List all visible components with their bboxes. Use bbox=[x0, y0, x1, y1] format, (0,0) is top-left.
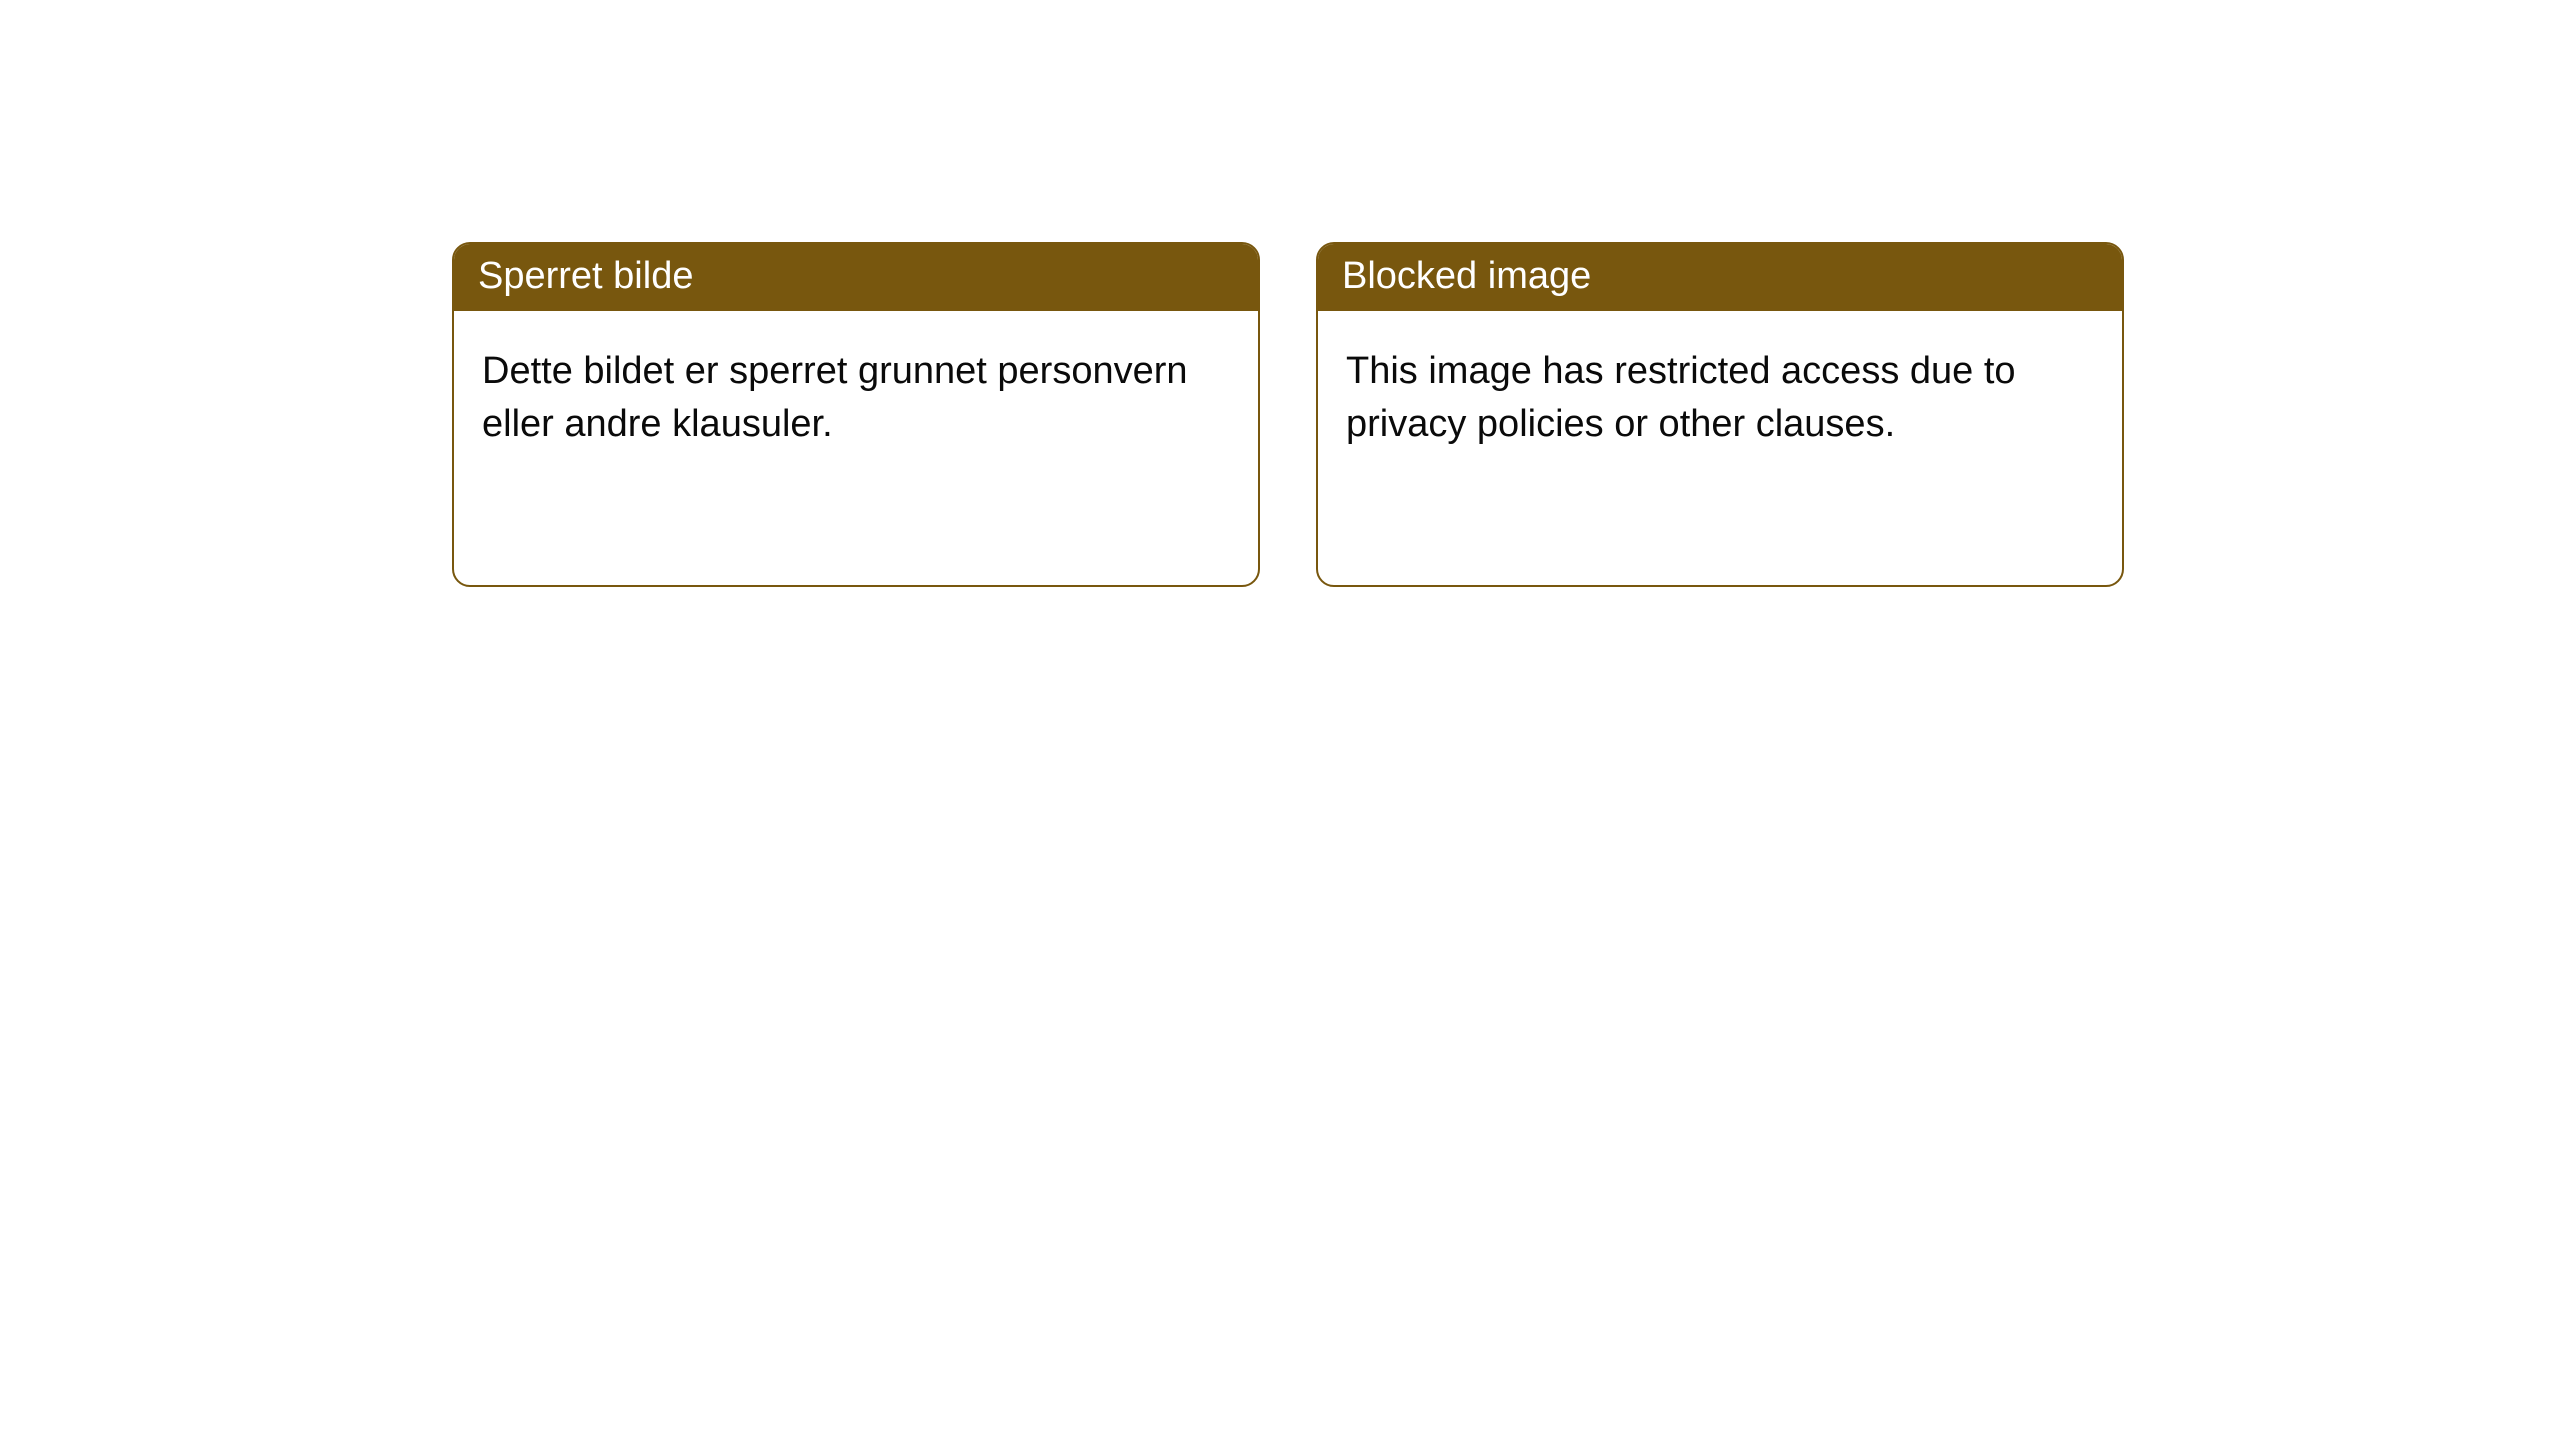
notice-card-english: Blocked image This image has restricted … bbox=[1316, 242, 2124, 587]
card-body: Dette bildet er sperret grunnet personve… bbox=[454, 311, 1258, 585]
notice-container: Sperret bilde Dette bildet er sperret gr… bbox=[0, 0, 2560, 587]
card-body: This image has restricted access due to … bbox=[1318, 311, 2122, 585]
card-body-text: Dette bildet er sperret grunnet personve… bbox=[482, 350, 1188, 444]
card-body-text: This image has restricted access due to … bbox=[1346, 350, 2016, 444]
notice-card-norwegian: Sperret bilde Dette bildet er sperret gr… bbox=[452, 242, 1260, 587]
card-title: Blocked image bbox=[1342, 255, 1591, 297]
card-header: Sperret bilde bbox=[454, 244, 1258, 311]
card-header: Blocked image bbox=[1318, 244, 2122, 311]
card-title: Sperret bilde bbox=[478, 255, 693, 297]
